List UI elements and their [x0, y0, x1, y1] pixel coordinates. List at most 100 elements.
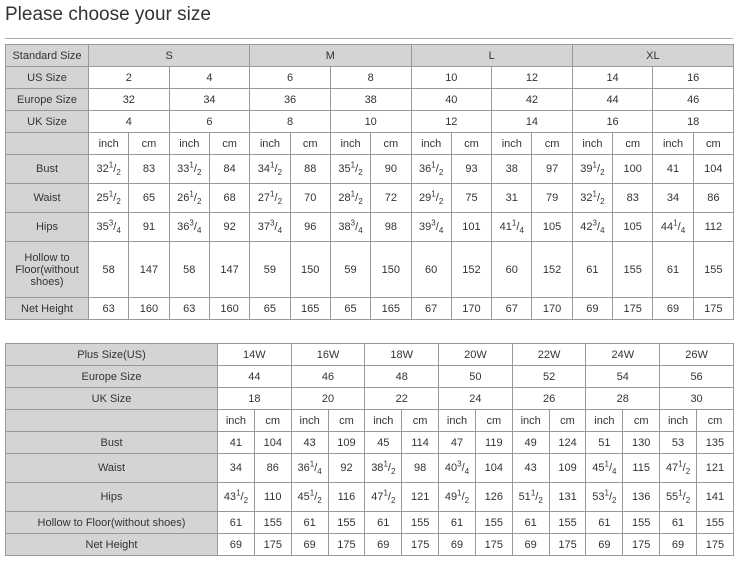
size-cell: 44 — [217, 365, 292, 388]
measure-cell: 451/2 — [290, 482, 329, 512]
row-label: Plus Size(US) — [5, 343, 218, 366]
size-row: Europe Size 32 34 36 38 40 42 44 46 — [5, 88, 734, 111]
size-cell: 18 — [217, 387, 292, 410]
measure-cell: 88 — [289, 154, 331, 184]
size-cell: 26W — [659, 343, 734, 366]
measure-cell: 451/4 — [585, 453, 624, 483]
measure-cell: 383/4 — [329, 212, 372, 242]
measure-cell: 79 — [531, 183, 573, 213]
measure-cell: 83 — [128, 154, 170, 184]
measure-cell: 45 — [364, 431, 403, 454]
measure-cell: 341/2 — [249, 154, 291, 184]
measure-cell: 92 — [327, 453, 366, 483]
measure-cell: 69 — [585, 533, 624, 556]
measure-cell: 84 — [208, 154, 251, 184]
measure-cell: 67 — [410, 297, 452, 320]
measure-cell: 38 — [491, 154, 533, 184]
size-cell: 4 — [168, 66, 251, 89]
unit-inch: inch — [410, 132, 452, 155]
measure-cell: 67 — [491, 297, 533, 320]
measure-cell: 126 — [474, 482, 513, 512]
plus-size-table: Plus Size(US) 14W 16W 18W 20W 22W 24W 26W Europe… — [5, 343, 735, 556]
row-label: Waist — [5, 183, 89, 213]
measure-cell: 124 — [548, 431, 587, 454]
unit-inch: inch — [168, 132, 210, 155]
size-cell: 6 — [249, 66, 331, 89]
size-row: Europe Size 44 46 48 50 52 54 56 — [5, 365, 734, 388]
measure-row: Bust 321/2 83 331/2 84 341/2 88 351/2 90 361/2 93 3… — [5, 154, 735, 184]
measure-cell: 170 — [531, 297, 573, 320]
measure-cell: 69 — [364, 533, 403, 556]
size-cell: 2 — [88, 66, 170, 89]
measure-cell: 97 — [531, 154, 573, 184]
measure-cell: 136 — [622, 482, 661, 512]
measure-cell: 130 — [622, 431, 661, 454]
size-row: US Size 2 4 6 8 10 12 14 16 — [5, 66, 734, 89]
measure-cell: 471/2 — [659, 453, 697, 483]
size-cell: 16 — [652, 66, 734, 89]
measure-cell: 98 — [370, 212, 412, 242]
measure-cell: 281/2 — [329, 183, 372, 213]
unit-cm: cm — [692, 132, 735, 155]
measure-cell: 551/2 — [659, 482, 697, 512]
measure-cell: 175 — [327, 533, 366, 556]
measure-cell: 175 — [548, 533, 587, 556]
measure-cell: 261/2 — [168, 183, 210, 213]
measure-row: Hollow to Floor(without shoes) 58 147 58 147… — [5, 241, 735, 298]
measure-row: Hips 431/2 110 451/2 116 471/2 121 491/2 126 511/… — [5, 482, 735, 512]
unit-cm: cm — [253, 409, 292, 432]
measure-cell: 83 — [612, 183, 654, 213]
measure-cell: 351/2 — [329, 154, 372, 184]
measure-cell: 69 — [652, 297, 694, 320]
unit-inch: inch — [217, 409, 255, 432]
measure-cell: 34 — [217, 453, 255, 483]
measure-cell: 119 — [474, 431, 513, 454]
unit-cm: cm — [327, 409, 366, 432]
measure-cell: 61 — [217, 511, 255, 534]
unit-cm: cm — [612, 132, 654, 155]
size-cell: 48 — [364, 365, 440, 388]
measure-cell: 65 — [249, 297, 291, 320]
measure-row: Net Height 69 175 69 175 69 175 69 175 69 175 69 175… — [5, 533, 735, 556]
size-cell: 12 — [491, 66, 573, 89]
measure-cell: 41 — [217, 431, 255, 454]
measure-cell: 471/2 — [364, 482, 403, 512]
measure-cell: 152 — [450, 241, 493, 298]
unit-cm: cm — [401, 409, 440, 432]
measure-cell: 109 — [327, 431, 366, 454]
measure-cell: 61 — [585, 511, 624, 534]
size-row: UK Size 4 6 8 10 12 14 16 18 — [5, 110, 734, 133]
measure-cell: 59 — [249, 241, 291, 298]
measure-cell: 104 — [474, 453, 513, 483]
size-cell: 16 — [571, 110, 654, 133]
size-cell: 34 — [168, 88, 251, 111]
size-cell: 26 — [511, 387, 587, 410]
size-cell: 30 — [659, 387, 734, 410]
size-cell: 28 — [585, 387, 661, 410]
row-label — [5, 132, 89, 155]
measure-cell: 363/4 — [168, 212, 210, 242]
measure-cell: 75 — [450, 183, 493, 213]
measure-cell: 116 — [327, 482, 366, 512]
measure-cell: 98 — [401, 453, 440, 483]
measure-cell: 361/4 — [290, 453, 329, 483]
unit-inch: inch — [290, 409, 329, 432]
measure-cell: 105 — [612, 212, 654, 242]
measure-cell: 109 — [548, 453, 587, 483]
measure-cell: 491/2 — [438, 482, 476, 512]
measure-cell: 353/4 — [87, 212, 130, 242]
measure-cell: 160 — [128, 297, 170, 320]
row-label — [5, 409, 218, 432]
size-cell: 46 — [290, 365, 366, 388]
measure-cell: 69 — [290, 533, 329, 556]
measure-cell: 61 — [290, 511, 329, 534]
measure-cell: 43 — [511, 453, 550, 483]
row-label: Europe Size — [5, 88, 89, 111]
standard-size-row: Standard Size S M L XL — [5, 44, 735, 67]
measure-cell: 61 — [364, 511, 403, 534]
measure-cell: 331/2 — [168, 154, 210, 184]
size-cell: 54 — [585, 365, 661, 388]
size-cell: 16W — [290, 343, 366, 366]
measure-cell: 175 — [692, 297, 735, 320]
size-cell: 40 — [410, 88, 493, 111]
